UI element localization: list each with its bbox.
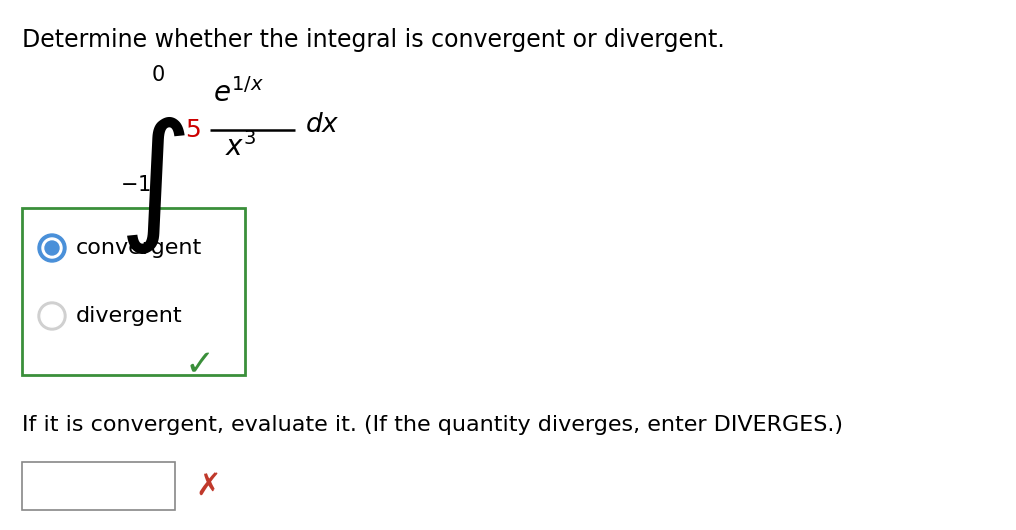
Text: $\int$: $\int$ xyxy=(118,115,186,256)
Text: ✓: ✓ xyxy=(185,348,215,382)
Text: convergent: convergent xyxy=(76,238,202,258)
Text: $e^{1/x}$: $e^{1/x}$ xyxy=(213,78,264,108)
Circle shape xyxy=(45,241,59,255)
Text: If it is convergent, evaluate it. (If the quantity diverges, enter DIVERGES.): If it is convergent, evaluate it. (If th… xyxy=(22,415,843,435)
Text: 0: 0 xyxy=(152,65,166,85)
Circle shape xyxy=(38,234,66,262)
Text: $x^3$: $x^3$ xyxy=(225,132,256,162)
FancyBboxPatch shape xyxy=(22,208,245,375)
Text: 5: 5 xyxy=(185,118,201,142)
Circle shape xyxy=(42,238,62,258)
Text: $dx$: $dx$ xyxy=(305,112,339,138)
Circle shape xyxy=(41,305,63,327)
Circle shape xyxy=(38,302,66,330)
Text: ✗: ✗ xyxy=(195,472,220,500)
FancyBboxPatch shape xyxy=(22,462,175,510)
Text: $-1$: $-1$ xyxy=(120,175,150,195)
Text: Determine whether the integral is convergent or divergent.: Determine whether the integral is conver… xyxy=(22,28,724,52)
Text: divergent: divergent xyxy=(76,306,183,326)
